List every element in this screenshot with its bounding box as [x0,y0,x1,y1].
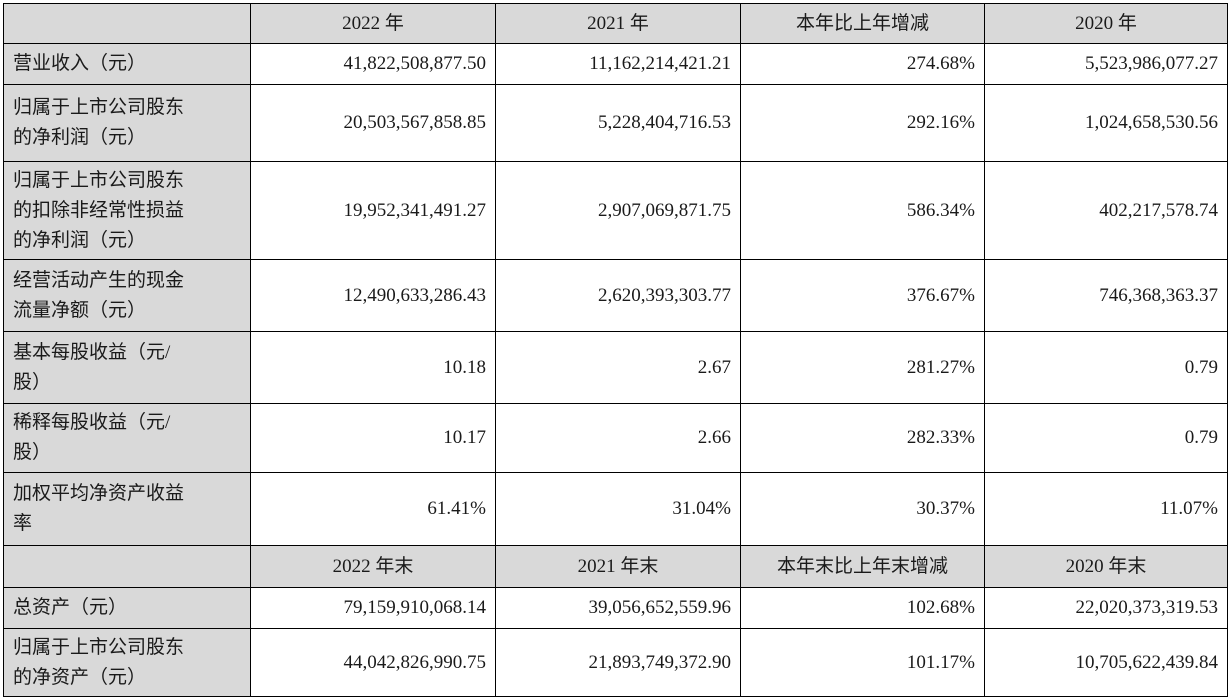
header-corner-cell [3,545,251,588]
cell-2021: 2,620,393,303.77 [495,259,741,332]
cell-2022: 41,822,508,877.50 [250,43,496,85]
cell-2022-end: 44,042,826,990.75 [250,628,496,697]
row-label-diluted-eps: 稀释每股收益（元/股） [3,403,251,473]
row-label-weighted-roe: 加权平均净资产收益率 [3,472,251,546]
column-header-yoy-change: 本年比上年增减 [740,3,985,44]
table-row: 经营活动产生的现金 流量净额（元） 12,490,633,286.43 2,620… [3,259,1228,332]
row-label-net-assets: 归属于上市公司股东 的净资产（元） [3,628,251,697]
column-header-2020: 2020 年 [984,3,1228,44]
row-label-total-assets: 总资产（元） [3,587,251,629]
cell-2020: 746,368,363.37 [984,259,1228,332]
cell-2022: 61.41% [250,472,496,546]
table-row: 总资产（元） 79,159,910,068.14 39,056,652,559.… [3,587,1228,629]
cell-2020: 1,024,658,530.56 [984,84,1228,162]
cell-change: 376.67% [740,259,985,332]
table-row: 归属于上市公司股东 的净利润（元） 20,503,567,858.85 5,228… [3,84,1228,162]
cell-change: 30.37% [740,472,985,546]
cell-change: 274.68% [740,43,985,85]
cell-2020: 11.07% [984,472,1228,546]
cell-2022: 10.17 [250,403,496,473]
cell-2022: 12,490,633,286.43 [250,259,496,332]
row-label-revenue: 营业收入（元） [3,43,251,85]
table-row: 加权平均净资产收益率 61.41% 31.04% 30.37% 11.07% [3,472,1228,546]
table-row: 稀释每股收益（元/股） 10.17 2.66 282.33% 0.79 [3,403,1228,473]
cell-change: 101.17% [740,628,985,697]
column-header-2022-end: 2022 年末 [250,545,496,588]
cell-2021: 2,907,069,871.75 [495,161,741,260]
cell-2021: 2.67 [495,331,741,404]
cell-2020-end: 22,020,373,319.53 [984,587,1228,629]
cell-2021: 11,162,214,421.21 [495,43,741,85]
row-label-deducted-net-profit: 归属于上市公司股东 的扣除非经常性损益 的净利润（元） [3,161,251,260]
cell-2022: 20,503,567,858.85 [250,84,496,162]
cell-2022: 10.18 [250,331,496,404]
column-header-2021-end: 2021 年末 [495,545,741,588]
cell-2021: 5,228,404,716.53 [495,84,741,162]
cell-2020: 0.79 [984,403,1228,473]
cell-2021-end: 21,893,749,372.90 [495,628,741,697]
column-header-2021: 2021 年 [495,3,741,44]
table-row: 基本每股收益（元/股） 10.18 2.67 281.27% 0.79 [3,331,1228,404]
cell-2020-end: 10,705,622,439.84 [984,628,1228,697]
cell-change: 586.34% [740,161,985,260]
header-row: 2022 年 2021 年 本年比上年增减 2020 年 [3,3,1228,44]
column-header-2022: 2022 年 [250,3,496,44]
row-label-net-profit: 归属于上市公司股东 的净利润（元） [3,84,251,162]
table-row: 营业收入（元） 41,822,508,877.50 11,162,214,421… [3,43,1228,85]
cell-2021-end: 39,056,652,559.96 [495,587,741,629]
cell-change: 292.16% [740,84,985,162]
cell-2020: 5,523,986,077.27 [984,43,1228,85]
cell-2022-end: 79,159,910,068.14 [250,587,496,629]
row-label-basic-eps: 基本每股收益（元/股） [3,331,251,404]
header-corner-cell [3,3,251,44]
cell-2021: 2.66 [495,403,741,473]
cell-2020: 402,217,578.74 [984,161,1228,260]
cell-change: 282.33% [740,403,985,473]
header-row-year-end: 2022 年末 2021 年末 本年末比上年末增减 2020 年末 [3,545,1228,588]
column-header-year-end-change: 本年末比上年末增减 [740,545,985,588]
cell-change: 102.68% [740,587,985,629]
cell-2022: 19,952,341,491.27 [250,161,496,260]
row-label-operating-cash-flow: 经营活动产生的现金 流量净额（元） [3,259,251,332]
financial-summary-table: 2022 年 2021 年 本年比上年增减 2020 年 营业收入（元） 41,… [3,3,1228,697]
cell-2021: 31.04% [495,472,741,546]
cell-change: 281.27% [740,331,985,404]
column-header-2020-end: 2020 年末 [984,545,1228,588]
table-row: 归属于上市公司股东 的净资产（元） 44,042,826,990.75 21,89… [3,628,1228,697]
cell-2020: 0.79 [984,331,1228,404]
table-row: 归属于上市公司股东 的扣除非经常性损益 的净利润（元） 19,952,341,491… [3,161,1228,260]
